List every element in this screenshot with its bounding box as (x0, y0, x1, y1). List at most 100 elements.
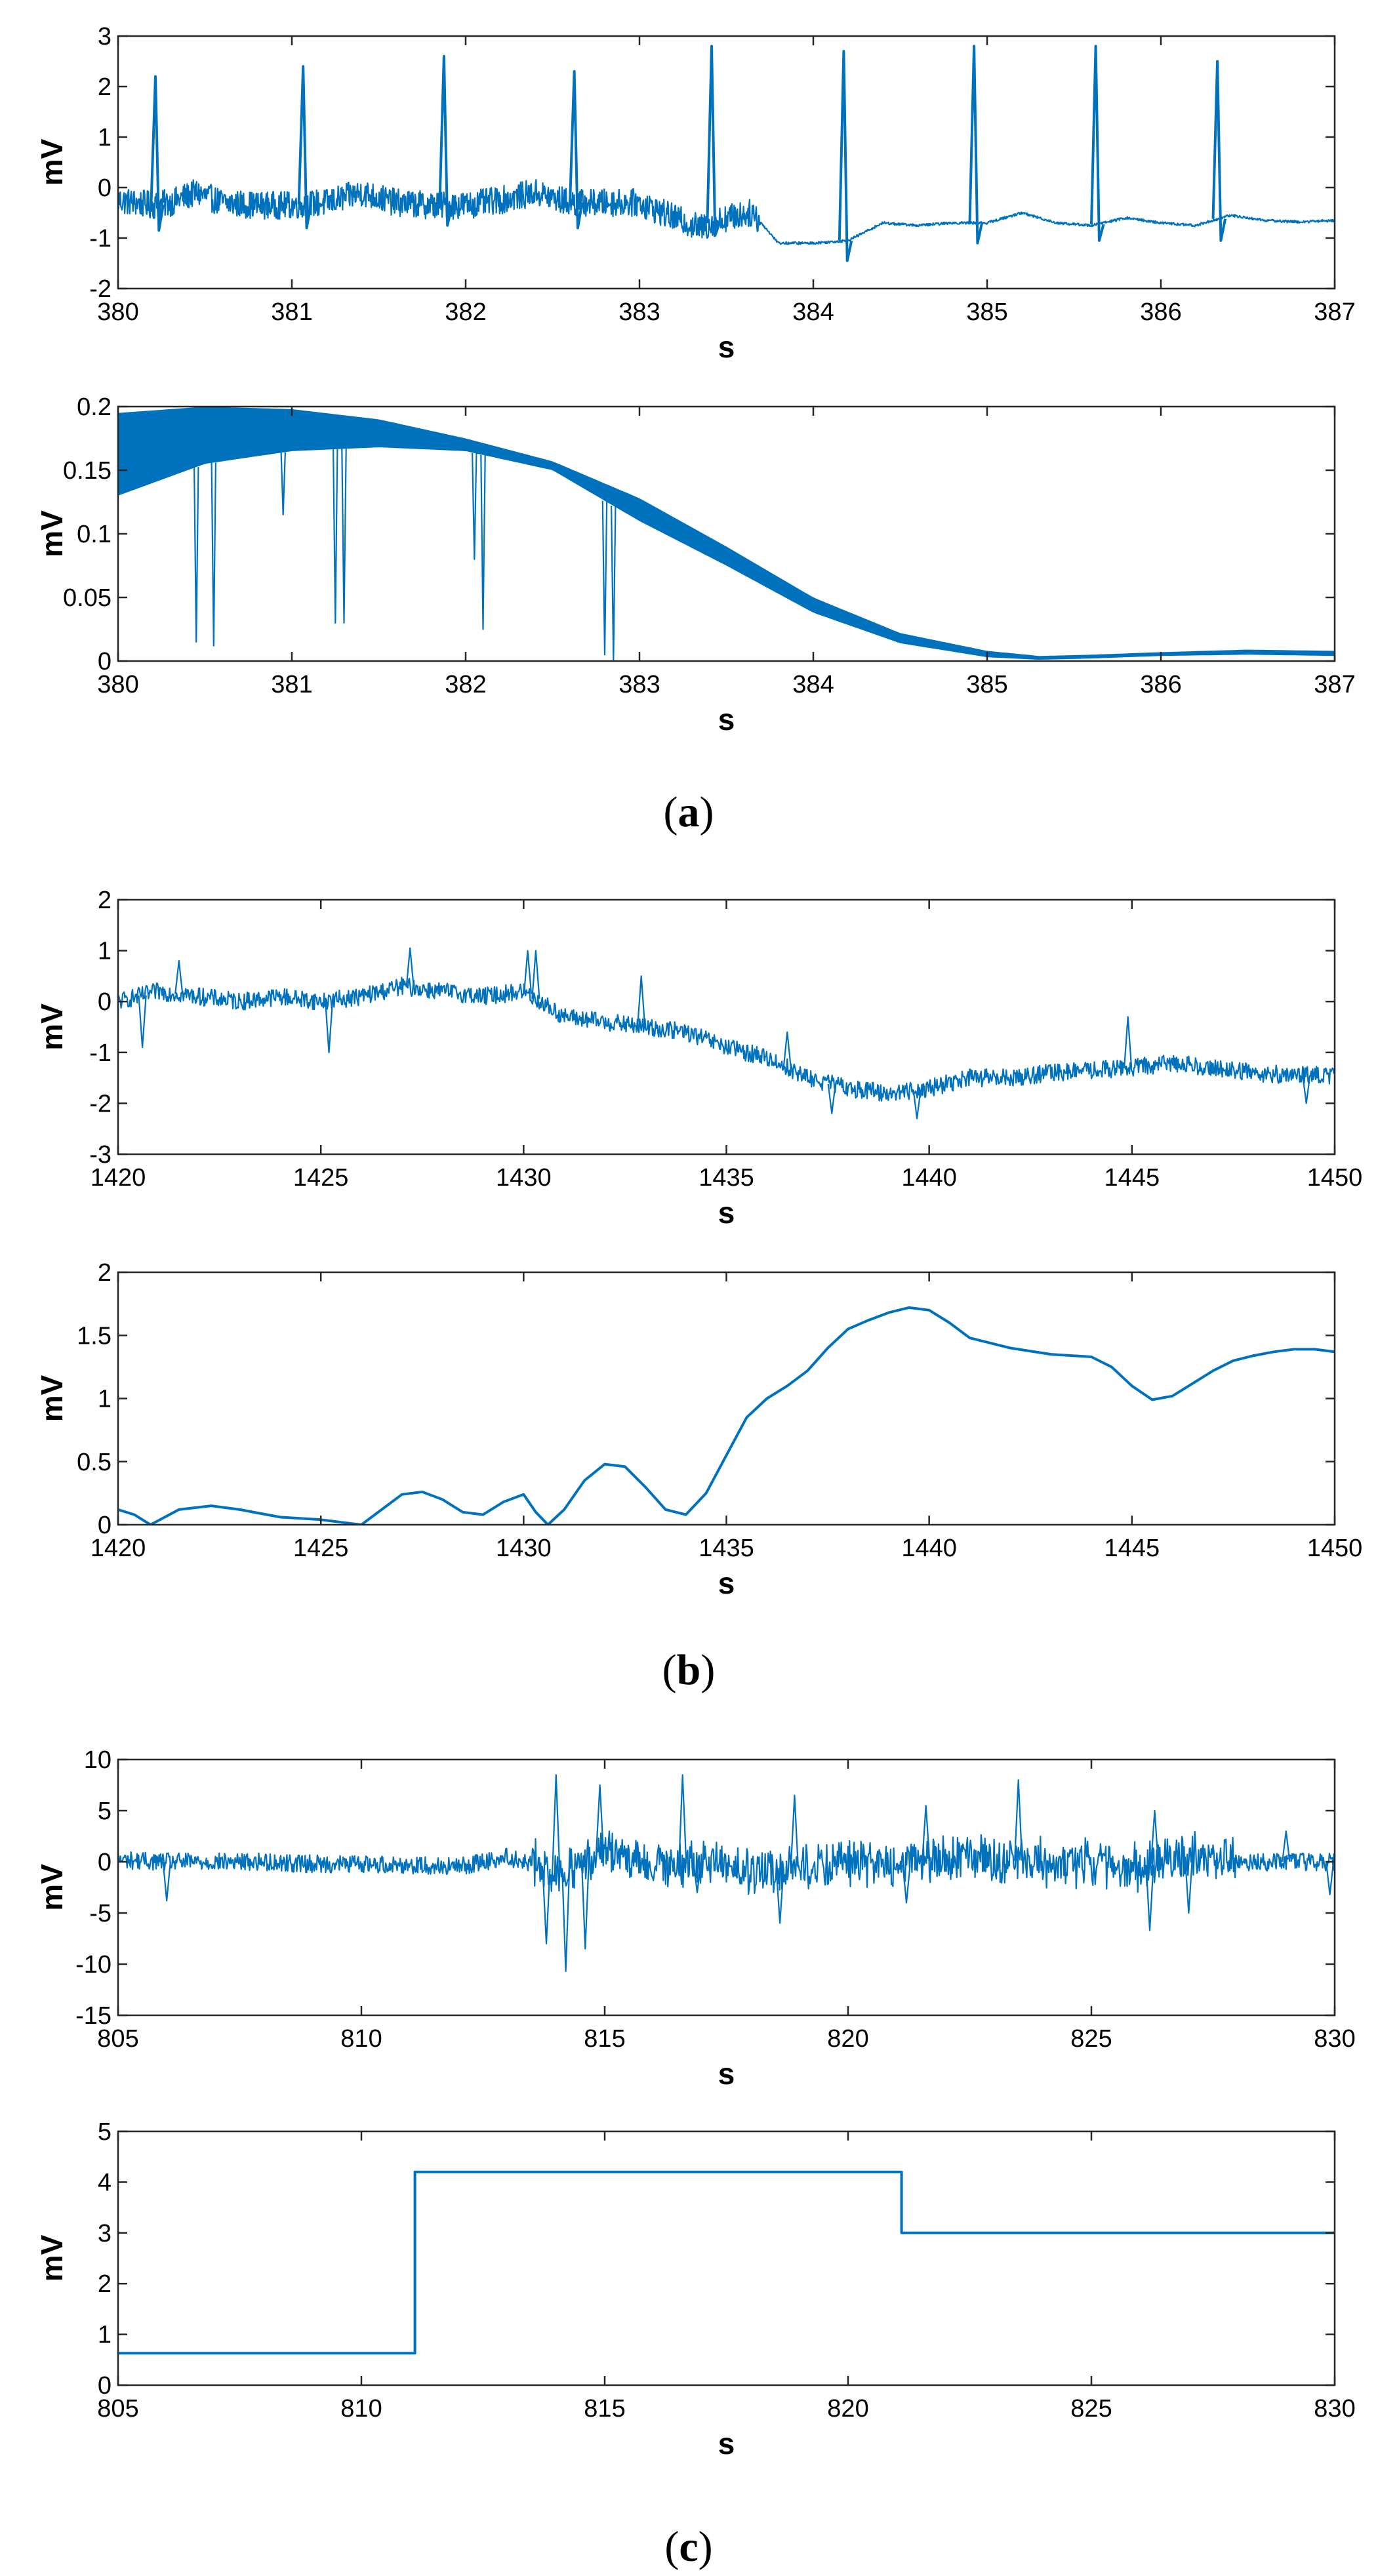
y-tick-label: 0 (98, 1849, 111, 1876)
y-tick-label: 1 (98, 124, 111, 151)
y-tick-label: -1 (89, 225, 111, 252)
plot-area (118, 2170, 1335, 2355)
x-tick-label: 1435 (699, 1535, 754, 1562)
x-tick-label: 384 (792, 298, 834, 326)
qrs-spike-5 (838, 50, 853, 262)
x-tick-label: 1440 (901, 1535, 957, 1562)
spike-6 (1150, 1809, 1160, 1864)
x-tick-label: 385 (966, 671, 1007, 698)
y-tick-label: 0 (98, 174, 111, 202)
y-axis-label: mV (35, 1375, 69, 1422)
y-axis-label: mV (35, 1003, 69, 1051)
x-tick-label: 380 (97, 671, 138, 698)
series-line (118, 179, 1335, 245)
x-tick-label: 1445 (1104, 1535, 1160, 1562)
qrs-spike-7 (1090, 45, 1105, 242)
qrs-spike-6 (968, 45, 984, 245)
y-tick-label: 0 (98, 988, 111, 1016)
trough-4 (1302, 1075, 1311, 1104)
y-tick-label: 0 (98, 648, 111, 675)
x-tick-label: 386 (1140, 671, 1181, 698)
qrs-spike-1 (297, 65, 313, 230)
spike-7 (1282, 1830, 1291, 1862)
chart-c-bottom: 805 810 815 820 825 830 0 1 2 3 4 5 s mV (35, 2118, 1356, 2461)
y-tick-label: -15 (75, 2002, 111, 2030)
chart-a-bottom: 380 381 382 383 384 385 386 387 0 0.05 0.1 0.15 0.2 s… (35, 393, 1356, 736)
x-tick-label: 820 (827, 2025, 868, 2053)
x-tick-label: 805 (97, 2395, 138, 2423)
plot-area (118, 45, 1335, 262)
y-tick-label: 4 (98, 2169, 111, 2196)
axes-frame (117, 898, 1336, 1156)
x-axis-label: s (718, 2426, 735, 2461)
dip-mark-5 (472, 453, 477, 560)
y-tick-label: 1.5 (77, 1322, 111, 1350)
x-tick-label: 810 (340, 2395, 382, 2423)
spike-0 (174, 960, 184, 994)
spike-1 (405, 947, 415, 988)
caption-c: (c) (664, 2523, 712, 2571)
spike-3 (790, 1794, 799, 1868)
y-tick-label: 2 (98, 73, 111, 101)
dip-mark-0 (193, 467, 199, 643)
chart-a-top: 380 381 382 383 384 385 386 387 -2 -1 0 1 2 3 s mV (35, 23, 1356, 364)
spike-3 (531, 950, 540, 999)
x-tick-label: 384 (792, 671, 834, 698)
x-tick-label: 1420 (91, 1164, 146, 1192)
spike-4 (922, 1805, 931, 1861)
x-tick-label: 387 (1314, 671, 1355, 698)
x-tick-label: 830 (1314, 2395, 1355, 2423)
x-tick-label: 1425 (293, 1535, 349, 1562)
x-tick-label: 805 (97, 2025, 138, 2053)
x-tick-label: 825 (1070, 2395, 1112, 2423)
trough-2 (827, 1083, 836, 1114)
y-tick-label: 0 (98, 2372, 111, 2400)
y-tick-label: 1 (98, 2322, 111, 2349)
dip-mark-1 (211, 462, 216, 647)
y-tick-label: 5 (98, 2118, 111, 2146)
axes-frame (117, 2130, 1336, 2386)
trough-6 (902, 1864, 911, 1904)
y-tick-label: 3 (98, 2220, 111, 2247)
qrs-spike-0 (150, 75, 165, 232)
axes-frame (117, 1758, 1336, 2017)
x-tick-label: 810 (340, 2025, 382, 2053)
trough-1 (542, 1868, 551, 1944)
y-tick-label: -2 (89, 1090, 111, 1117)
dip-mark-2 (280, 452, 286, 515)
trough-0 (162, 1861, 171, 1902)
x-tick-label: 381 (271, 298, 312, 326)
chart-b-bottom: 1420 1425 1430 1435 1440 1445 1450 0 0.5 1 1.5 2 s mV (35, 1259, 1362, 1600)
qrs-spike-3 (569, 70, 584, 230)
spike-2 (523, 950, 533, 994)
y-tick-label: 0.15 (63, 457, 111, 485)
qrs-spike-2 (438, 54, 453, 227)
x-tick-label: 830 (1314, 2025, 1355, 2053)
dip-mark-8 (611, 506, 617, 661)
spike-1 (595, 1784, 605, 1854)
y-axis-label: mV (35, 510, 69, 557)
y-tick-label: -2 (89, 275, 111, 303)
plot-area (118, 1774, 1335, 1972)
x-tick-label: 1440 (901, 1164, 957, 1192)
x-tick-label: 815 (584, 2395, 625, 2423)
x-tick-label: 1420 (91, 1535, 146, 1562)
x-axis-label: s (718, 1196, 735, 1230)
x-tick-label: 383 (618, 298, 660, 326)
y-tick-label: -5 (89, 1900, 111, 1927)
trough-8 (1184, 1857, 1194, 1914)
x-tick-label: 1430 (496, 1164, 552, 1192)
y-tick-label: -3 (89, 1141, 111, 1169)
trough-0 (138, 995, 147, 1049)
y-tick-label: 0.2 (77, 393, 111, 421)
x-tick-label: 385 (966, 298, 1007, 326)
qrs-spike-4 (706, 45, 721, 237)
dip-mark-3 (333, 449, 338, 624)
series-line (118, 1830, 1335, 1895)
x-axis-label: s (718, 702, 735, 736)
y-tick-label: 1 (98, 1386, 111, 1413)
dip-mark-4 (341, 449, 347, 624)
axes-frame (117, 35, 1336, 290)
plot-area (118, 407, 1335, 661)
y-tick-label: 0.1 (77, 521, 111, 548)
